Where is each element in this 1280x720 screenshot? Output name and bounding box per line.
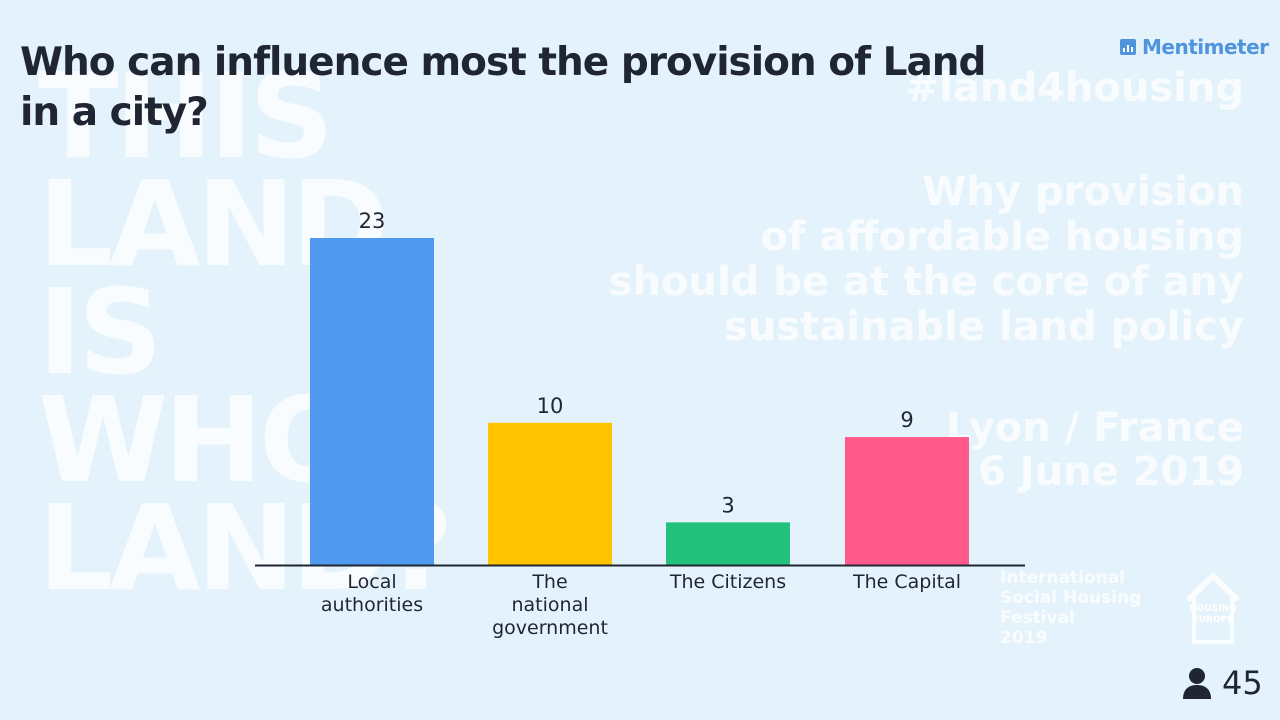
background-event: Lyon / France 6 June 2019 xyxy=(946,406,1244,494)
background-festival-logo: International Social Housing Festival 20… xyxy=(1000,568,1141,648)
category-label-line: Local xyxy=(347,571,397,593)
bars-group xyxy=(310,238,969,565)
bar-value-label: 10 xyxy=(537,394,564,418)
category-label: Local authorities xyxy=(297,571,447,617)
house-icon xyxy=(1185,573,1241,644)
background-big-line: THIS xyxy=(38,47,334,185)
bar-value-label: 3 xyxy=(721,493,734,517)
housing-europe-logo: HOUSING EUROPE xyxy=(1180,604,1246,626)
participant-count: 45 xyxy=(1182,664,1263,702)
festival-line: Festival xyxy=(1000,608,1075,628)
housing-europe-line: EUROPE xyxy=(1192,615,1234,625)
category-label: The national government xyxy=(475,571,625,640)
festival-line: International xyxy=(1000,568,1126,588)
category-label-line: The Citizens xyxy=(669,571,787,593)
category-label: The Capital xyxy=(832,571,982,594)
background-headline: Why provision of affordable housing shou… xyxy=(609,170,1244,350)
festival-line: Social Housing xyxy=(1000,588,1142,608)
bar-3 xyxy=(666,522,790,565)
category-label-line: authorities xyxy=(320,594,424,616)
category-label-line: The xyxy=(532,571,568,593)
festival-line: 2019 xyxy=(1000,628,1048,648)
category-label-line: national xyxy=(511,594,589,616)
bar-4 xyxy=(845,437,969,565)
housing-europe-line: HOUSING xyxy=(1189,604,1237,614)
participant-count-value: 45 xyxy=(1222,664,1263,702)
bar-value-label: 9 xyxy=(900,408,913,432)
background-event-line: Lyon / France xyxy=(945,405,1244,451)
bar-2 xyxy=(488,422,612,565)
bar-1 xyxy=(310,238,434,565)
mentimeter-logo: Mentimeter xyxy=(1120,34,1269,60)
background-headline-line: sustainable land policy xyxy=(724,304,1244,350)
category-label-line: government xyxy=(492,617,608,639)
brand-name: Mentimeter xyxy=(1142,35,1269,59)
background-event-line: 6 June 2019 xyxy=(978,449,1244,495)
background-headline-line: should be at the core of any xyxy=(608,259,1244,305)
value-labels-group: 23 10 3 9 xyxy=(359,209,914,517)
bar-chart-icon xyxy=(1120,39,1136,55)
category-label-line: The Capital xyxy=(853,571,961,593)
background-hashtag: #land4housing xyxy=(905,65,1244,111)
category-label: The Citizens xyxy=(653,571,803,594)
bar-value-label: 23 xyxy=(359,209,386,233)
background-headline-line: of affordable housing xyxy=(760,214,1245,260)
background-headline-line: Why provision xyxy=(922,169,1244,215)
background-big-line: IS xyxy=(38,263,163,401)
question-title: Who can influence most the provision of … xyxy=(20,40,986,135)
person-icon xyxy=(1183,668,1211,699)
